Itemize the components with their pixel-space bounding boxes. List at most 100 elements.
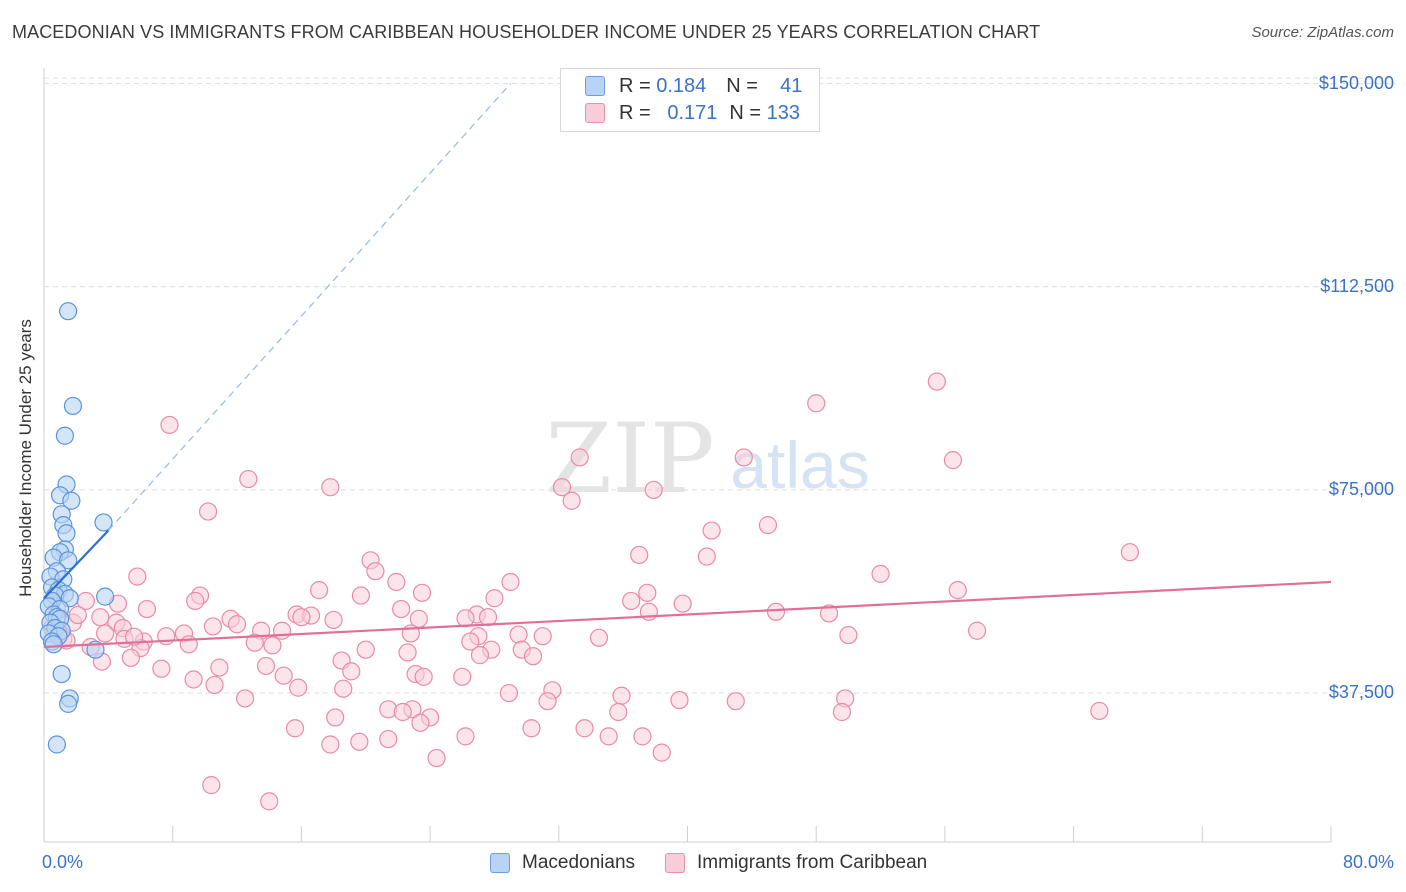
caribbean-point xyxy=(326,708,345,727)
n-label: N = xyxy=(729,101,762,124)
caribbean-point xyxy=(652,743,671,762)
caribbean-point xyxy=(137,599,157,619)
caribbean-point xyxy=(235,689,255,708)
caribbean-point xyxy=(227,615,247,634)
macedonian-point xyxy=(59,302,78,321)
caribbean-trend-line xyxy=(43,580,1332,649)
macedonian-point xyxy=(62,491,81,510)
caribbean-point xyxy=(160,415,179,435)
caribbean-point xyxy=(239,469,258,489)
caribbean-point xyxy=(203,617,223,636)
caribbean-point xyxy=(309,581,329,600)
x-tick-min: 0.0% xyxy=(42,852,84,872)
caribbean-point xyxy=(832,702,852,722)
macedonian-trend-line xyxy=(43,529,110,600)
caribbean-point xyxy=(533,627,552,646)
caribbean-point xyxy=(943,451,963,470)
caribbean-point xyxy=(453,667,472,686)
n-label: N = xyxy=(726,74,758,97)
y-tick-112500: $112,500 xyxy=(1320,275,1394,296)
caribbean-point xyxy=(702,521,721,540)
caribbean-point xyxy=(366,562,385,581)
caribbean-point xyxy=(622,591,641,611)
legend-row-macedonians: R = 0.184 N = 41 xyxy=(585,74,802,98)
macedonian-point xyxy=(52,664,71,684)
caribbean-point xyxy=(256,656,276,676)
caribbean-point xyxy=(351,586,371,605)
caribbean-point xyxy=(184,670,203,689)
macedonian-points xyxy=(39,302,115,754)
caribbean-point xyxy=(1120,543,1140,562)
caribbean-point xyxy=(575,719,594,738)
gridlines xyxy=(44,77,1395,694)
caribbean-point xyxy=(334,679,353,698)
n-value-macedonians: 41 xyxy=(780,74,803,97)
caribbean-point xyxy=(644,480,663,500)
caribbean-point xyxy=(274,666,293,685)
caribbean-point xyxy=(292,608,311,627)
legend-label-caribbean: Immigrants from Caribbean xyxy=(697,852,928,873)
caribbean-point xyxy=(379,729,398,749)
n-value-caribbean: 133 xyxy=(766,101,800,124)
caribbean-point xyxy=(124,627,144,646)
caribbean-point xyxy=(589,628,609,647)
y-tick-37500: $37,500 xyxy=(1328,682,1394,703)
caribbean-point xyxy=(245,633,264,652)
caribbean-point xyxy=(324,610,343,630)
caribbean-point xyxy=(470,646,490,665)
caribbean-point xyxy=(350,732,369,751)
caribbean-point xyxy=(609,702,628,722)
caribbean-point xyxy=(387,572,406,592)
legend-swatch-blue xyxy=(585,76,605,96)
chart-title: MACEDONIAN VS IMMIGRANTS FROM CARIBBEAN … xyxy=(12,22,1041,42)
caribbean-point xyxy=(342,662,361,681)
caribbean-point xyxy=(398,643,417,662)
legend-item-macedonians[interactable]: Macedonians xyxy=(490,852,635,874)
correlation-legend: R = 0.184 N = 41 R = 0.171 N = 133 xyxy=(560,68,820,132)
caribbean-point xyxy=(570,448,589,467)
caribbean-point xyxy=(599,727,618,746)
caribbean-point xyxy=(522,719,541,738)
r-value-caribbean: 0.171 xyxy=(667,101,718,124)
caribbean-point xyxy=(726,692,745,711)
caribbean-point xyxy=(321,478,340,497)
caribbean-point xyxy=(948,581,967,600)
caribbean-point xyxy=(819,604,839,623)
macedonian-point xyxy=(57,524,76,543)
caribbean-point xyxy=(871,564,890,583)
caribbean-point xyxy=(967,621,987,640)
caribbean-point xyxy=(673,594,692,613)
caribbean-point xyxy=(501,572,520,592)
caribbean-point xyxy=(523,647,543,666)
legend-swatch-pink xyxy=(585,103,605,123)
caribbean-point xyxy=(612,686,631,705)
legend-label-macedonians: Macedonians xyxy=(522,852,636,873)
caribbean-point xyxy=(285,719,305,738)
caribbean-point xyxy=(356,640,375,659)
macedonian-point xyxy=(59,694,78,713)
caribbean-point xyxy=(393,702,412,722)
caribbean-point xyxy=(263,636,282,655)
caribbean-point xyxy=(152,659,171,678)
macedonian-point xyxy=(55,426,75,445)
caribbean-point xyxy=(697,547,716,566)
caribbean-point xyxy=(414,667,433,686)
series-legend: Macedonians Immigrants from Caribbean xyxy=(490,852,957,874)
macedonian-point xyxy=(63,396,83,416)
legend-swatch-pink xyxy=(665,853,686,873)
legend-item-caribbean[interactable]: Immigrants from Caribbean xyxy=(665,852,927,874)
macedonian-point xyxy=(47,735,66,754)
x-tick-max: 80.0% xyxy=(1342,852,1394,872)
caribbean-point xyxy=(321,735,340,754)
caribbean-point xyxy=(427,748,446,768)
macedonian-point xyxy=(59,551,78,570)
caribbean-point xyxy=(638,583,657,602)
macedonian-trend-extension xyxy=(107,83,512,531)
caribbean-point xyxy=(485,589,504,608)
legend-row-caribbean: R = 0.171 N = 133 xyxy=(585,101,800,125)
caribbean-point xyxy=(630,545,649,565)
y-tick-150000: $150,000 xyxy=(1318,72,1394,93)
macedonian-point xyxy=(44,635,63,654)
caribbean-point xyxy=(456,727,475,746)
y-tick-75000: $75,000 xyxy=(1328,478,1394,499)
